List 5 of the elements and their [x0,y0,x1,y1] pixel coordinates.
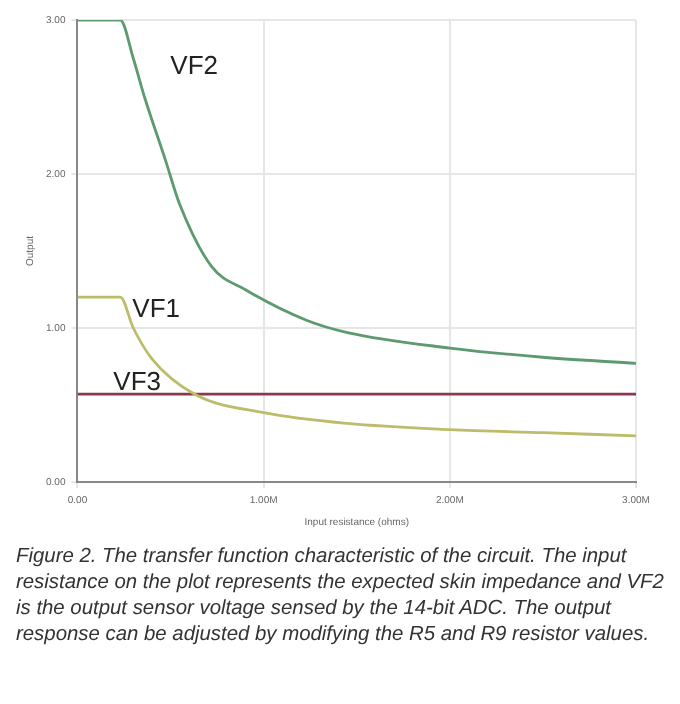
series-label: VF1 [132,293,180,324]
series-label: VF2 [170,50,218,81]
series-label: VF3 [113,366,161,397]
caption: Figure 2. The transfer function characteristic of the circuit. The input resistance on the plot represents the expected skin impedance and VF2 is the output sensor voltage sensed by the 14-bit ADC. The output response can be adjusted by modifying the R5 and R9 resistor values. [16,544,666,648]
line-series [77,295,636,438]
